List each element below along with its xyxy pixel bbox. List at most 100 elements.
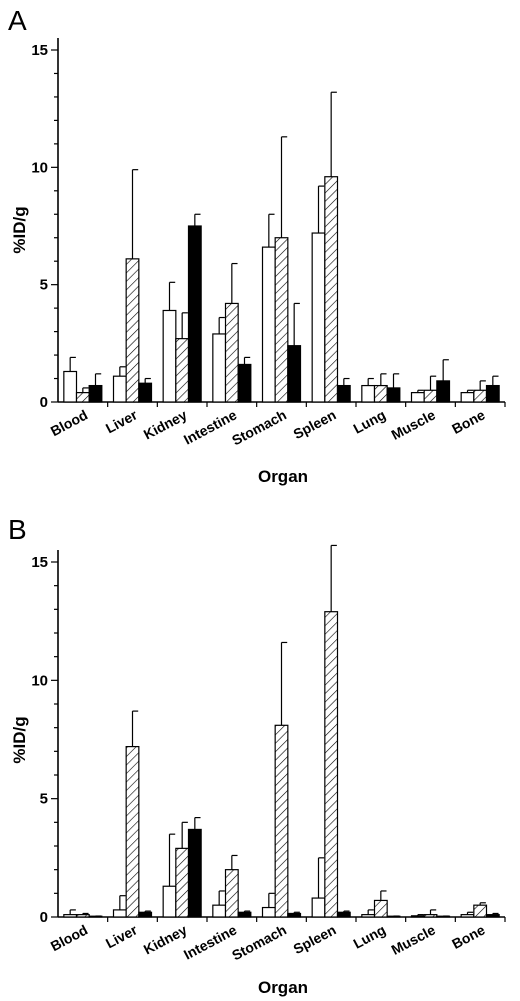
bar-black (237, 363, 252, 403)
bar-hatched (324, 176, 339, 403)
category-group (311, 91, 351, 403)
x-tick-label: Intestine (181, 406, 240, 447)
x-axis-title-a: Organ (258, 467, 308, 486)
y-tick-label: 0 (40, 394, 48, 411)
bar-hatched (274, 237, 289, 403)
bar-white (361, 914, 376, 918)
bar-hatched (125, 258, 140, 403)
bar-hatched (373, 384, 388, 403)
bar-white (261, 906, 276, 918)
x-tick-label: Intestine (181, 921, 240, 962)
panel-letter-a: A (8, 5, 27, 36)
bar-hatched (473, 389, 488, 403)
bar-hatched (373, 899, 388, 918)
category-group (112, 169, 153, 403)
bar-hatched (75, 914, 90, 918)
bar-white (63, 914, 78, 918)
bar-white (112, 375, 127, 403)
x-tick-label: Bone (449, 406, 488, 437)
bar-black (187, 225, 202, 403)
x-tick-label: Lung (351, 922, 389, 952)
bar-hatched (224, 302, 239, 403)
bar-black (485, 384, 500, 403)
bar-white (261, 246, 276, 403)
x-tick-label: Bone (449, 921, 488, 952)
panel-letter-b: B (8, 514, 27, 545)
y-tick-label: 5 (40, 791, 48, 808)
category-group (410, 359, 451, 403)
bar-hatched (423, 914, 438, 918)
y-tick-label: 15 (31, 554, 48, 571)
category-group (311, 544, 351, 918)
bar-white (311, 232, 326, 403)
category-group (261, 136, 302, 403)
x-tick-label: Stomach (229, 922, 289, 964)
category-group (212, 854, 252, 918)
bar-hatched (224, 869, 239, 918)
bar-white (410, 915, 425, 918)
y-axis-title-b: %ID/g (10, 716, 29, 763)
bar-black (187, 828, 202, 918)
bar-black (138, 382, 153, 403)
y-tick-label: 10 (31, 672, 48, 689)
bar-white (212, 904, 227, 918)
x-tick-label: Blood (48, 407, 91, 440)
x-tick-label: Muscle (388, 921, 438, 958)
category-group (162, 816, 202, 918)
bar-black (386, 387, 401, 403)
x-axis-title-b: Organ (258, 978, 308, 997)
category-group (261, 641, 302, 918)
category-group (63, 356, 103, 403)
bar-black (436, 380, 451, 403)
x-tick-label: Liver (103, 921, 141, 951)
category-group (460, 375, 500, 403)
bar-hatched (175, 338, 190, 403)
category-group (212, 262, 252, 403)
category-group (410, 909, 451, 918)
category-group (162, 213, 202, 403)
bar-white (410, 392, 425, 403)
x-tick-label: Stomach (229, 407, 289, 449)
category-group (63, 909, 103, 918)
bar-hatched (473, 904, 488, 918)
bar-white (162, 309, 177, 403)
bar-white (460, 914, 475, 918)
y-axis-title-a: %ID/g (10, 206, 29, 253)
bar-white (212, 333, 227, 403)
x-tick-label: Spleen (291, 407, 339, 443)
y-tick-label: 5 (40, 277, 48, 294)
x-tick-label: Liver (103, 406, 141, 436)
category-group (361, 373, 401, 403)
bar-hatched (75, 392, 90, 403)
bar-hatched (423, 389, 438, 403)
bar-black (336, 911, 351, 918)
bar-white (162, 885, 177, 918)
bar-black (485, 914, 500, 918)
x-tick-label: Blood (48, 922, 91, 955)
y-tick-label: 10 (31, 159, 48, 176)
bar-black (88, 384, 103, 403)
x-tick-label: Muscle (388, 406, 438, 443)
category-group (112, 710, 153, 918)
y-tick-label: 15 (31, 42, 48, 59)
bar-black (237, 911, 252, 918)
y-tick-label: 0 (40, 909, 48, 926)
bar-black (138, 911, 153, 918)
bar-black (287, 912, 302, 918)
x-tick-label: Spleen (291, 922, 339, 958)
bar-hatched (324, 611, 339, 918)
bar-hatched (274, 724, 289, 918)
bar-white (112, 909, 127, 918)
bar-black (287, 345, 302, 403)
bar-black (336, 384, 351, 403)
bar-hatched (175, 847, 190, 918)
bar-white (63, 370, 78, 403)
x-tick-label: Lung (351, 407, 389, 437)
bar-white (311, 897, 326, 918)
bar-white (460, 392, 475, 403)
